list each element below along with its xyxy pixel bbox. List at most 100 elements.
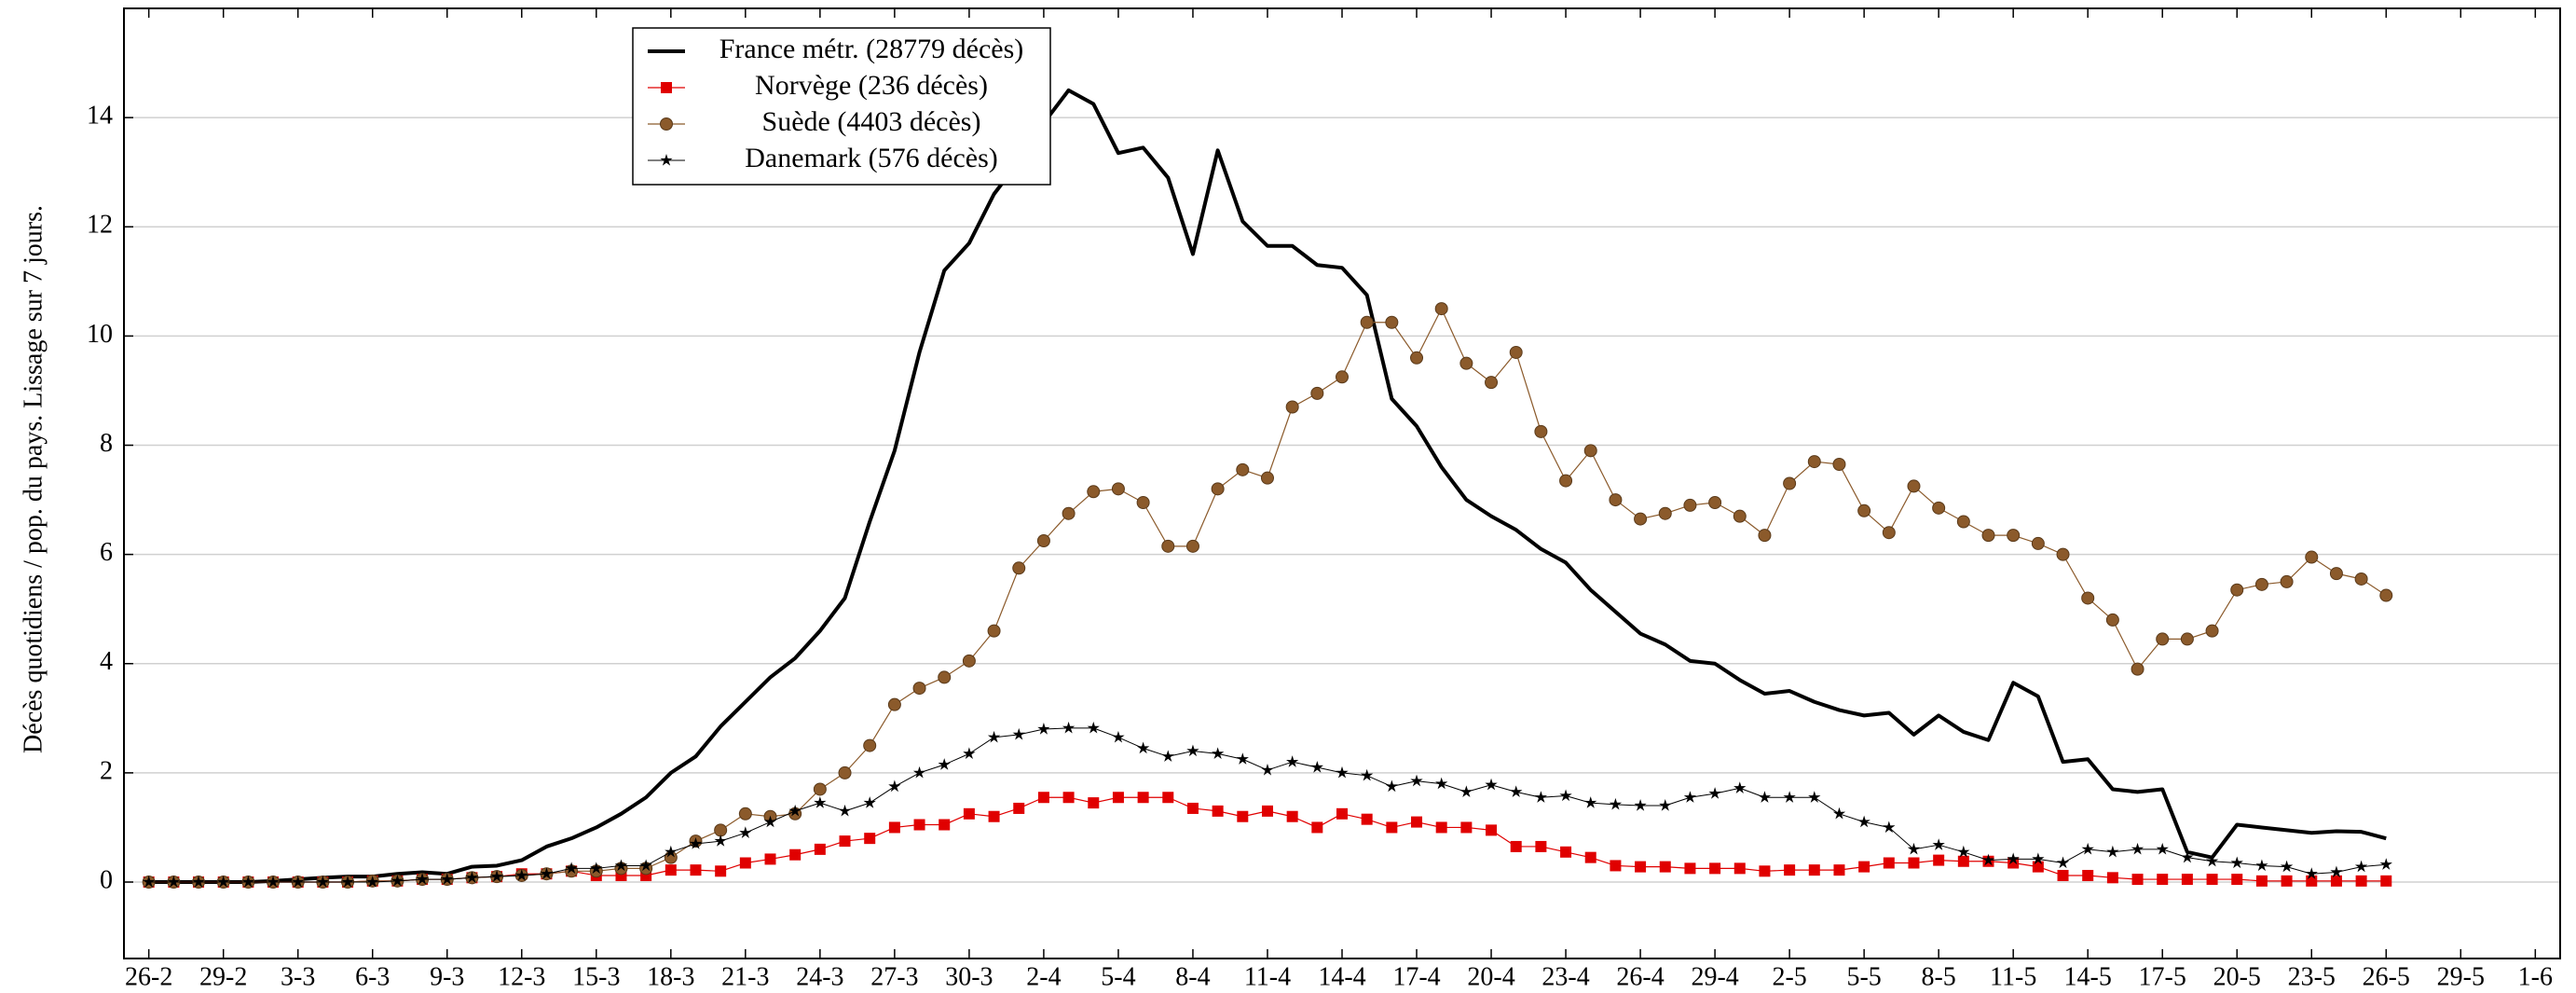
marker bbox=[2082, 869, 2094, 881]
x-tick-label: 1-6 bbox=[2518, 962, 2553, 991]
marker bbox=[2180, 632, 2194, 646]
marker bbox=[540, 867, 554, 879]
marker bbox=[1285, 400, 1299, 414]
y-tick-label: 12 bbox=[87, 211, 113, 240]
marker bbox=[661, 82, 672, 93]
x-tick-label: 3-3 bbox=[281, 962, 315, 991]
series bbox=[142, 302, 2393, 890]
marker bbox=[1087, 485, 1101, 499]
marker bbox=[689, 837, 703, 849]
legend-text: France métr. (28779 décès) bbox=[719, 34, 1024, 64]
marker bbox=[391, 874, 404, 887]
marker bbox=[1186, 744, 1199, 757]
marker bbox=[1857, 815, 1870, 828]
marker bbox=[1211, 482, 1225, 496]
marker bbox=[2379, 588, 2393, 602]
marker bbox=[739, 857, 751, 869]
marker bbox=[2032, 852, 2045, 865]
marker bbox=[1485, 778, 1498, 791]
marker bbox=[1659, 861, 1671, 873]
marker bbox=[2131, 874, 2144, 886]
x-tick-label: 20-5 bbox=[2213, 962, 2261, 991]
marker bbox=[1087, 721, 1100, 734]
x-tick-label: 26-5 bbox=[2363, 962, 2410, 991]
x-tick-label: 29-5 bbox=[2437, 962, 2485, 991]
marker bbox=[1336, 765, 1349, 779]
marker bbox=[1783, 791, 1796, 803]
marker bbox=[2156, 632, 2170, 646]
marker bbox=[2181, 850, 2194, 863]
marker bbox=[1062, 721, 1076, 734]
x-tick-label: 9-3 bbox=[430, 962, 464, 991]
marker bbox=[2330, 865, 2343, 878]
marker bbox=[1957, 855, 1969, 867]
marker bbox=[1261, 763, 1274, 776]
marker bbox=[2280, 860, 2294, 873]
y-tick-label: 8 bbox=[100, 429, 113, 458]
marker bbox=[1088, 797, 1100, 809]
marker bbox=[2081, 591, 2095, 605]
marker bbox=[1758, 529, 1772, 543]
marker bbox=[1112, 792, 1124, 804]
marker bbox=[1808, 791, 1821, 803]
marker bbox=[1609, 493, 1623, 507]
marker bbox=[2305, 867, 2318, 879]
marker bbox=[1932, 501, 1946, 515]
marker bbox=[2379, 858, 2392, 870]
marker bbox=[1708, 787, 1721, 799]
marker bbox=[639, 859, 652, 872]
marker bbox=[1883, 821, 1896, 834]
x-tick-label: 12-3 bbox=[498, 962, 545, 991]
legend-text: Danemark (576 décès) bbox=[745, 143, 998, 173]
marker bbox=[789, 848, 802, 861]
marker bbox=[1559, 474, 1573, 488]
x-tick-label: 24-3 bbox=[796, 962, 843, 991]
marker bbox=[2255, 875, 2268, 887]
marker bbox=[2157, 874, 2169, 886]
marker bbox=[515, 868, 528, 881]
marker bbox=[1808, 864, 1820, 876]
marker bbox=[1136, 741, 1150, 754]
legend-text: Norvège (236 décès) bbox=[755, 70, 988, 101]
marker bbox=[813, 782, 827, 796]
marker bbox=[292, 876, 305, 888]
marker bbox=[1310, 761, 1323, 773]
marker bbox=[1236, 462, 1250, 476]
marker bbox=[1560, 846, 1572, 858]
marker bbox=[2280, 574, 2294, 588]
marker bbox=[2105, 613, 2119, 627]
marker bbox=[1683, 791, 1697, 803]
marker bbox=[143, 876, 156, 888]
marker bbox=[1012, 561, 1026, 575]
marker bbox=[2031, 536, 2045, 550]
marker bbox=[714, 834, 727, 847]
marker bbox=[1956, 515, 1970, 529]
marker bbox=[2131, 842, 2144, 855]
marker bbox=[167, 876, 180, 888]
marker bbox=[665, 864, 677, 876]
x-tick-label: 26-4 bbox=[1616, 962, 1664, 991]
marker bbox=[2205, 624, 2219, 638]
marker bbox=[1981, 529, 1995, 543]
marker bbox=[1385, 779, 1398, 793]
marker bbox=[1336, 807, 1348, 820]
marker bbox=[764, 853, 776, 865]
x-tick-label: 5-5 bbox=[1846, 962, 1881, 991]
marker bbox=[2007, 857, 2020, 869]
marker bbox=[217, 876, 230, 888]
marker bbox=[1832, 458, 1846, 472]
x-tick-label: 11-4 bbox=[1244, 962, 1291, 991]
marker bbox=[1037, 792, 1049, 804]
marker bbox=[963, 807, 975, 820]
marker bbox=[1907, 479, 1921, 493]
marker bbox=[1933, 854, 1945, 866]
marker bbox=[1162, 792, 1174, 804]
x-tick-label: 2-4 bbox=[1026, 962, 1061, 991]
marker bbox=[1907, 842, 1921, 855]
x-tick-label: 26-2 bbox=[125, 962, 172, 991]
marker bbox=[2281, 875, 2293, 887]
marker bbox=[1534, 791, 1548, 803]
marker bbox=[2306, 875, 2318, 887]
x-tick-label: 18-3 bbox=[647, 962, 694, 991]
